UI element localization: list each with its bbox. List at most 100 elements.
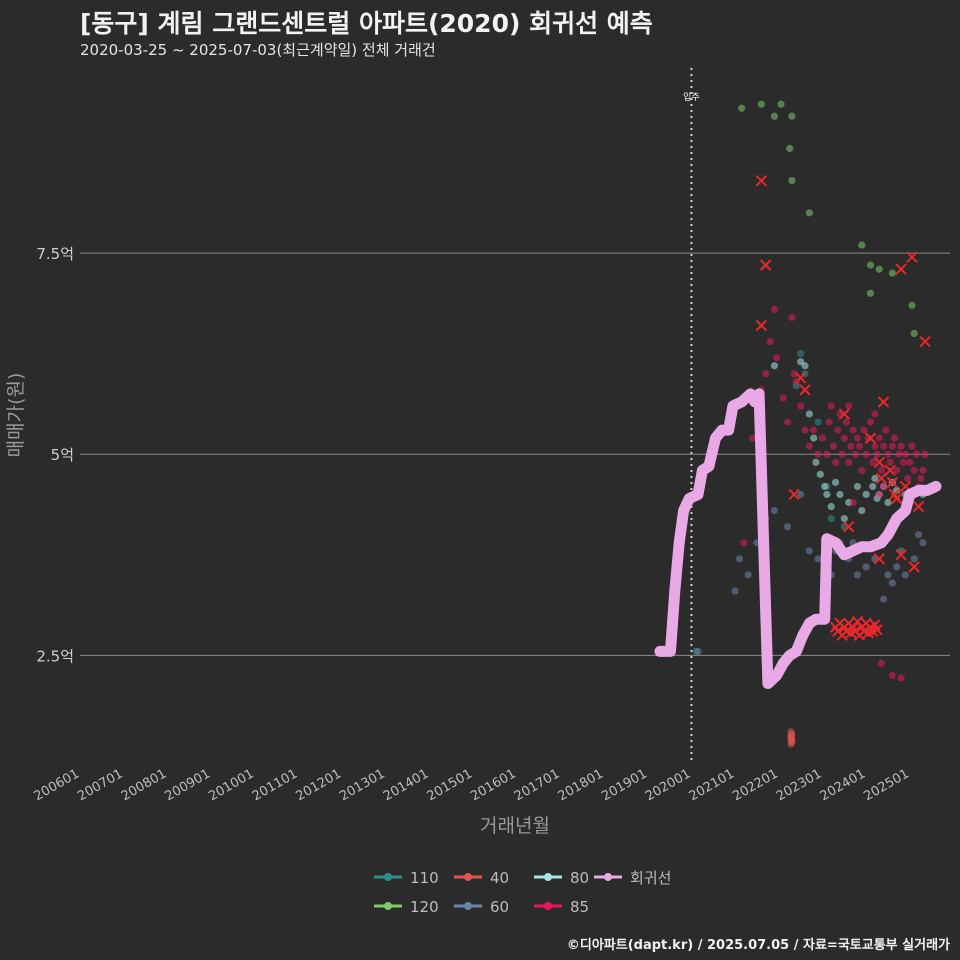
highlight-x-marker [788,488,800,501]
highlight-x-marker [759,259,772,271]
x-axis-title: 거래년월 [480,815,550,837]
point-85 [875,434,883,442]
point-85 [797,402,805,410]
y-tick-label: 2.5억 [36,647,74,665]
y-axis-ticks: 2.5억 5억 7.5억 [36,245,74,665]
point-85 [906,458,914,466]
point-60 [914,531,923,539]
x-tick-label: 201401 [381,766,431,804]
chart-title: [동구] 계림 그랜드센트럴 아파트(2020) 회귀선 예측 [80,9,653,38]
grid-lines [80,252,950,656]
point-85 [871,442,879,450]
point-85 [779,394,787,402]
legend-swatch-dot [464,902,472,910]
point-85 [762,370,770,378]
point-80 [770,362,779,370]
legend-swatch-dot [384,873,392,881]
legend-swatch-dot [604,873,612,881]
point-85 [845,458,853,466]
point-120 [738,104,746,112]
legend-item-2: 80 [534,869,589,887]
point-85 [851,450,859,458]
point-85 [917,474,925,482]
highlight-x-marker [842,520,855,533]
point-80 [831,478,840,486]
point-85 [880,442,888,450]
point-120 [805,209,813,217]
point-85 [770,305,779,313]
point-60 [805,547,813,555]
point-120 [888,269,896,277]
legend-label: 110 [410,869,439,887]
point-85 [904,474,912,482]
x-tick-label: 200601 [32,766,82,804]
point-80 [801,362,809,370]
x-markers [755,174,931,641]
point-60 [893,563,901,571]
x-tick-label: 202501 [861,766,911,804]
point-85 [882,426,890,434]
regression-line [654,388,942,690]
x-tick-label: 202201 [730,766,780,804]
point-80 [862,490,870,499]
point-120 [788,177,796,185]
point-120 [910,329,918,338]
x-tick-label: 201301 [337,766,387,804]
point-80 [812,458,820,466]
point-40 [788,735,796,743]
point-85 [895,450,903,458]
highlight-x-marker [908,561,920,573]
x-axis-ticks: 2006012007012008012009012010012011012012… [32,766,912,804]
x-tick-label: 202001 [643,766,693,804]
point-60 [884,571,892,579]
highlight-x-marker [906,251,918,263]
x-tick-label: 201801 [556,766,606,804]
highlight-x-marker [895,549,907,561]
highlight-x-marker [912,500,925,513]
point-85 [886,458,894,466]
legend-label: 회귀선 [630,869,671,887]
point-85 [862,450,870,458]
legend-label: 120 [410,898,439,916]
point-85 [788,313,796,322]
point-85 [897,674,905,682]
point-60 [731,587,739,595]
x-tick-label: 202101 [687,766,737,804]
point-120 [770,112,779,120]
point-80 [805,410,813,418]
point-60 [814,555,822,563]
legend-item-0: 110 [374,869,439,887]
x-tick-label: 201101 [250,766,300,804]
point-120 [786,144,794,153]
point-80 [858,506,866,515]
y-tick-label: 5억 [51,446,74,464]
point-85 [921,450,929,458]
point-110 [827,515,835,523]
legend-swatch-dot [544,873,552,881]
point-85 [829,442,837,450]
point-85 [840,434,848,442]
point-60 [797,490,805,499]
point-85 [884,450,892,458]
y-tick-label: 7.5억 [36,245,74,263]
point-85 [877,466,886,474]
move-in-label: 입주 [683,91,700,103]
point-85 [834,426,842,434]
point-85 [899,458,907,466]
point-60 [770,506,779,515]
point-85 [860,426,868,434]
point-85 [880,482,888,491]
legend-item-3: 회귀선 [594,869,671,887]
point-85 [858,466,866,474]
highlight-x-marker [755,319,768,332]
point-85 [869,458,877,466]
legend-label: 40 [490,869,509,887]
x-tick-label: 200901 [163,766,213,804]
point-85 [908,442,916,450]
point-60 [919,539,927,547]
point-80 [893,486,901,495]
point-120 [875,265,883,273]
point-85 [740,539,748,547]
x-tick-label: 202301 [774,766,824,804]
highlight-x-marker [755,174,768,187]
